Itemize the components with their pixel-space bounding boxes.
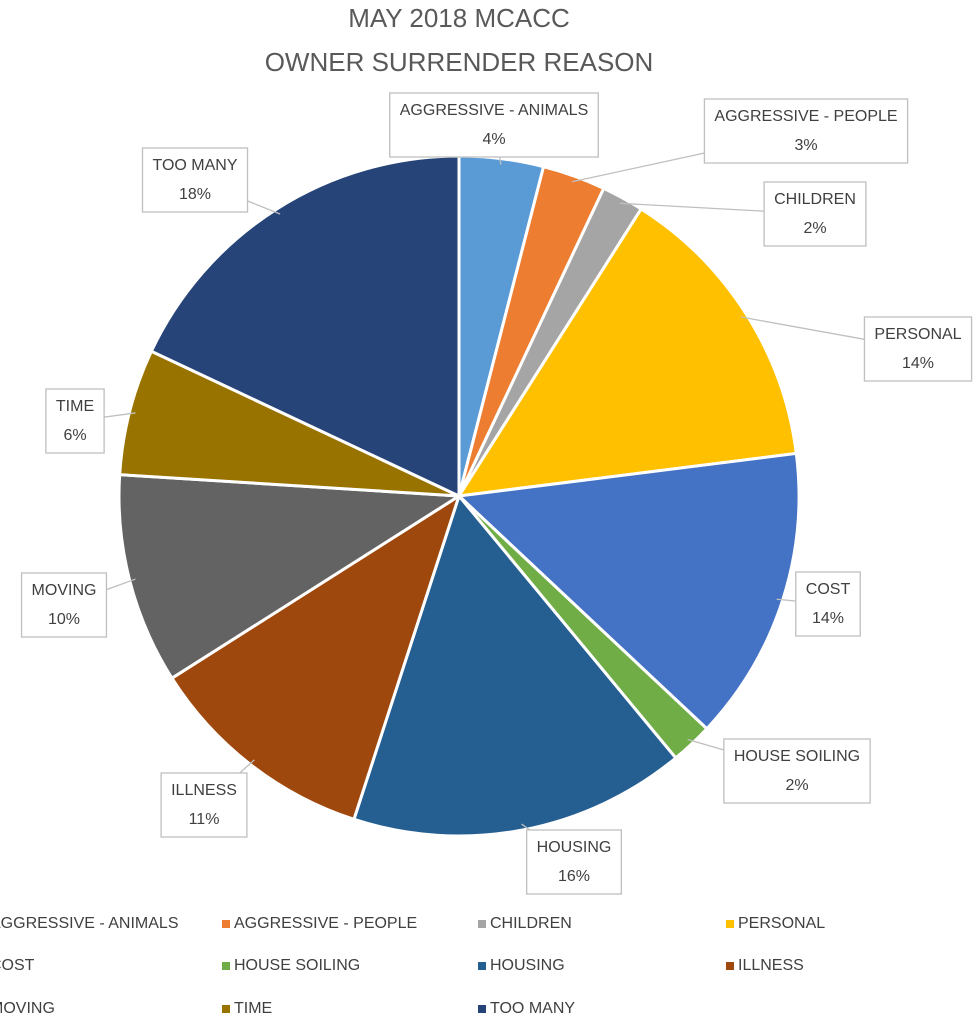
callout: HOUSING 16% (526, 829, 622, 895)
legend-swatch (726, 920, 734, 928)
callout: AGGRESSIVE - PEOPLE 3% (703, 98, 909, 164)
callout-category: AGGRESSIVE - ANIMALS (400, 102, 589, 119)
callout-box (526, 829, 622, 895)
callout: HOUSE SOILING 2% (723, 738, 871, 804)
callout-category: COST (806, 581, 851, 598)
callout-category: ILLNESS (171, 782, 237, 799)
legend-label: MOVING (0, 1000, 55, 1017)
legend-swatch (478, 920, 486, 928)
callout-box (863, 316, 973, 382)
callout: ILLNESS 11% (160, 772, 248, 838)
legend-label: HOUSING (490, 957, 565, 974)
callout-value: 6% (63, 427, 86, 444)
callout-category: TOO MANY (152, 157, 237, 174)
callout-box (141, 147, 249, 213)
callout-category: AGGRESSIVE - PEOPLE (714, 108, 897, 125)
callout-box (45, 388, 105, 454)
callout-value: 16% (558, 868, 590, 885)
legend-swatch (726, 962, 734, 970)
callout-value: 10% (48, 611, 80, 628)
callout-value: 4% (482, 131, 505, 148)
callout-value: 3% (794, 137, 817, 154)
legend-swatch (222, 1005, 230, 1013)
pie-slice (169, 492, 462, 822)
callout: MOVING 10% (20, 572, 108, 638)
chart-title: MAY 2018 MCACC (348, 3, 570, 33)
legend-label: AGGRESSIVE - PEOPLE (234, 915, 417, 932)
chart-subtitle: OWNER SURRENDER REASON (265, 47, 654, 77)
callout-value: 14% (902, 355, 934, 372)
callout-box (795, 571, 861, 637)
legend-label: AGGRESSIVE - ANIMALS (0, 915, 179, 932)
legend-swatch (478, 1005, 486, 1013)
callout: COST 14% (795, 571, 861, 637)
callout-box (763, 181, 867, 247)
legend-label: COST (0, 957, 35, 974)
callout-category: MOVING (32, 582, 97, 599)
callout: PERSONAL 14% (863, 316, 973, 382)
callout: TIME 6% (45, 388, 105, 454)
pie-slice (456, 206, 798, 498)
callout: AGGRESSIVE - ANIMALS 4% (389, 92, 599, 158)
pie-slice (118, 349, 460, 498)
callout-box (723, 738, 871, 804)
callout-value: 11% (189, 811, 220, 828)
legend-swatch (222, 962, 230, 970)
pie-slice (149, 154, 461, 499)
callout-category: CHILDREN (774, 191, 856, 208)
legend-label: PERSONAL (738, 915, 825, 932)
callout-box (703, 98, 909, 164)
callout-box (389, 92, 599, 158)
callout-category: PERSONAL (874, 326, 961, 343)
callout: CHILDREN 2% (763, 181, 867, 247)
legend-label: ILLNESS (738, 957, 804, 974)
legend-label: HOUSE SOILING (234, 957, 360, 974)
callout: TOO MANY 18% (141, 147, 249, 213)
callout-category: HOUSING (537, 839, 612, 856)
callout-value: 14% (812, 610, 844, 627)
callout-value: 18% (179, 186, 211, 203)
callout-value: 2% (803, 220, 826, 237)
callout-category: HOUSE SOILING (734, 748, 860, 765)
callout-box (160, 772, 248, 838)
legend-label: TOO MANY (490, 1000, 575, 1017)
legend-swatch (478, 962, 486, 970)
pie-slice (455, 451, 801, 731)
callout-value: 2% (785, 777, 808, 794)
legend-label: TIME (234, 1000, 272, 1017)
legend-label: CHILDREN (490, 915, 572, 932)
callout-category: TIME (56, 398, 94, 415)
legend-swatch (222, 920, 230, 928)
pie-slice (352, 492, 678, 838)
callouts: AGGRESSIVE - ANIMALS 4% AGGRESSIVE - PEOPL… (20, 92, 973, 895)
callout-box (20, 572, 108, 638)
